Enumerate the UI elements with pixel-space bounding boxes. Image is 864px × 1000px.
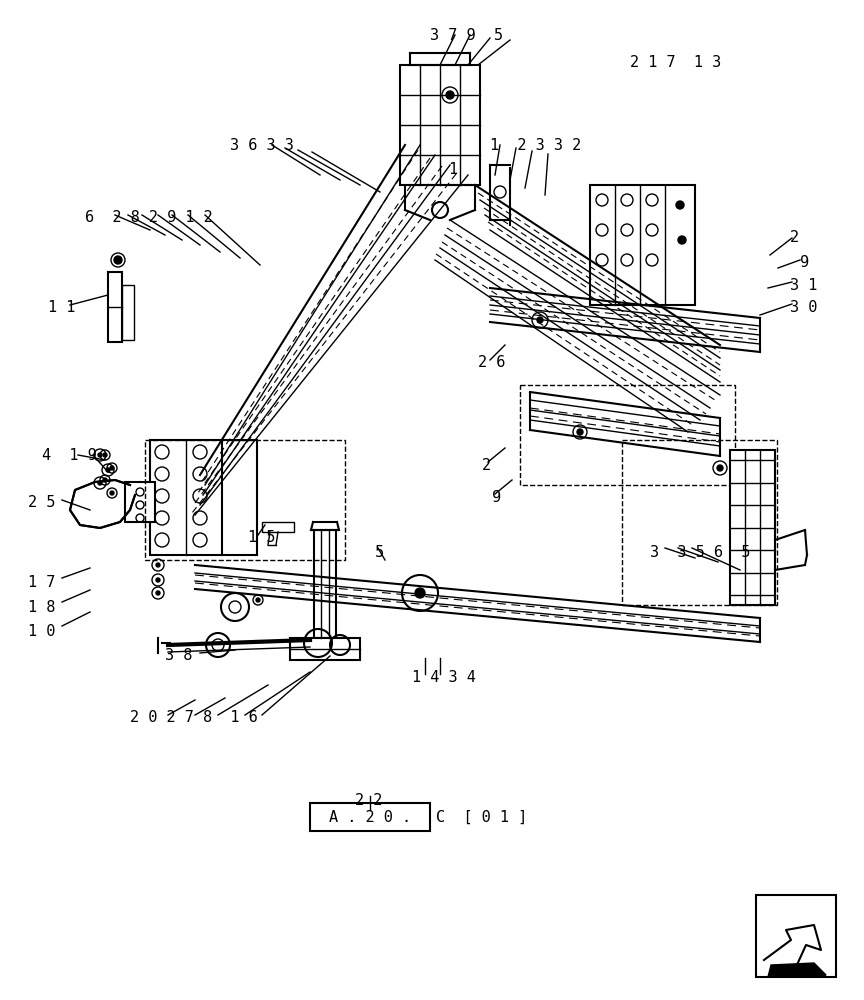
Text: 2: 2 <box>790 230 799 245</box>
Text: 3 1: 3 1 <box>790 278 817 293</box>
Text: 1 7: 1 7 <box>28 575 55 590</box>
Circle shape <box>415 588 425 598</box>
Bar <box>150 440 222 555</box>
Bar <box>262 522 294 532</box>
Circle shape <box>114 256 122 264</box>
Circle shape <box>676 201 684 209</box>
Text: 2 0 2 7 8  1 6: 2 0 2 7 8 1 6 <box>130 710 257 725</box>
Text: 3 6 3 3: 3 6 3 3 <box>230 138 294 153</box>
Circle shape <box>156 591 160 595</box>
Text: 2 6: 2 6 <box>478 355 505 370</box>
Circle shape <box>110 491 114 495</box>
Circle shape <box>537 317 543 323</box>
Text: 2 2: 2 2 <box>355 793 383 808</box>
Circle shape <box>678 236 686 244</box>
Text: 9: 9 <box>800 255 809 270</box>
Text: 2: 2 <box>482 458 491 473</box>
Bar <box>125 482 155 522</box>
Circle shape <box>156 563 160 567</box>
Bar <box>520 385 735 485</box>
Text: 1 0: 1 0 <box>28 624 55 639</box>
Text: 1 1: 1 1 <box>48 300 75 315</box>
Bar <box>310 803 430 831</box>
Text: A . 2 0 .: A . 2 0 . <box>329 810 411 824</box>
Circle shape <box>717 465 723 471</box>
Bar <box>290 638 360 660</box>
Bar <box>756 895 836 977</box>
Polygon shape <box>768 963 826 977</box>
Bar <box>730 450 775 605</box>
Text: 1  2 3 3 2: 1 2 3 3 2 <box>490 138 581 153</box>
Text: 1 5: 1 5 <box>248 530 276 545</box>
Bar <box>590 185 695 305</box>
Circle shape <box>103 478 107 482</box>
Bar <box>122 285 134 340</box>
Text: 1 8: 1 8 <box>28 600 55 615</box>
Text: 2 5: 2 5 <box>28 495 55 510</box>
Text: 1: 1 <box>448 162 457 177</box>
Text: 3 0: 3 0 <box>790 300 817 315</box>
Circle shape <box>256 598 260 602</box>
Text: 4  1 9: 4 1 9 <box>42 448 97 463</box>
Circle shape <box>446 91 454 99</box>
Polygon shape <box>70 480 135 528</box>
Text: 3  3 5 6  5: 3 3 5 6 5 <box>650 545 750 560</box>
Text: 6  2 8 2 9 1 2: 6 2 8 2 9 1 2 <box>85 210 213 225</box>
Circle shape <box>98 453 102 457</box>
Circle shape <box>577 429 583 435</box>
Text: 2 1 7  1 3: 2 1 7 1 3 <box>630 55 721 70</box>
Text: 3 7 9  5: 3 7 9 5 <box>430 28 503 43</box>
Text: 5: 5 <box>375 545 384 560</box>
Bar <box>314 530 336 638</box>
Bar <box>145 440 345 560</box>
Text: 3 8: 3 8 <box>165 648 193 663</box>
Text: 1 4 3 4: 1 4 3 4 <box>412 670 476 685</box>
Circle shape <box>110 466 114 470</box>
Bar <box>108 272 122 342</box>
Text: 9: 9 <box>492 490 501 505</box>
Text: C  [ 0 1 ]: C [ 0 1 ] <box>436 810 527 824</box>
Bar <box>400 65 480 185</box>
Bar <box>622 440 777 605</box>
Circle shape <box>98 481 102 485</box>
Circle shape <box>103 453 107 457</box>
Circle shape <box>106 468 110 472</box>
Circle shape <box>156 578 160 582</box>
